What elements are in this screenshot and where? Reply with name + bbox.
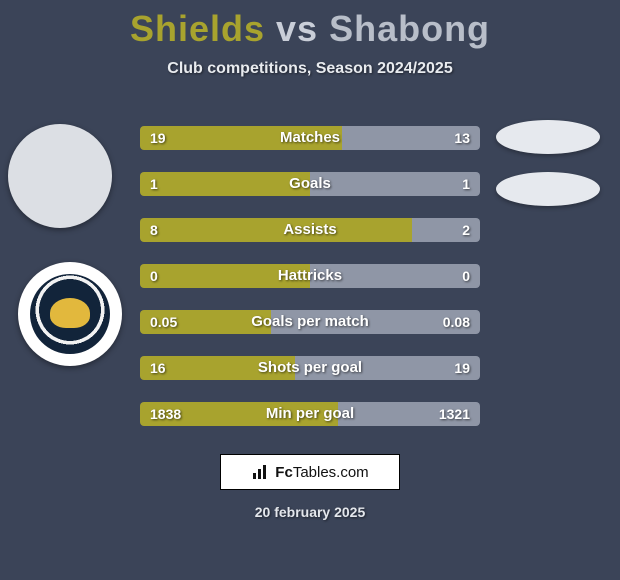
stat-bar-right (338, 402, 480, 426)
subtitle: Club competitions, Season 2024/2025 (0, 60, 620, 78)
comparison-title: Shields vs Shabong (0, 0, 620, 50)
stat-bar-left (140, 172, 310, 196)
stat-bar-left (140, 402, 338, 426)
brand-prefix: Fc (275, 464, 293, 481)
stat-row: 82Assists (140, 218, 480, 242)
stat-bar-right (295, 356, 480, 380)
stat-row: 1619Shots per goal (140, 356, 480, 380)
player2-name: Shabong (329, 8, 490, 49)
stat-row: 00Hattricks (140, 264, 480, 288)
stat-row: 1913Matches (140, 126, 480, 150)
stat-bar-right (412, 218, 480, 242)
date-text: 20 february 2025 (0, 504, 620, 520)
stat-row: 0.050.08Goals per match (140, 310, 480, 334)
stat-row: 18381321Min per goal (140, 402, 480, 426)
player2-club-ellipse (496, 172, 600, 206)
player1-name: Shields (130, 8, 265, 49)
player2-club-crest (30, 274, 110, 354)
stat-bar-left (140, 264, 310, 288)
stat-bar-left (140, 126, 342, 150)
player2-avatar (18, 262, 122, 366)
brand-rest: Tables.com (293, 464, 369, 481)
stat-bar-right (271, 310, 480, 334)
chart-icon (251, 463, 269, 481)
stat-row: 11Goals (140, 172, 480, 196)
player1-club-ellipse (496, 120, 600, 154)
stat-bar-right (310, 264, 480, 288)
player1-avatar (8, 124, 112, 228)
stats-bar-chart: 1913Matches 11Goals 82Assists 00Hattricks 0.… (140, 126, 480, 448)
stat-bar-left (140, 310, 271, 334)
stat-bar-left (140, 218, 412, 242)
stat-bar-right (310, 172, 480, 196)
brand-badge[interactable]: FcTables.com (220, 454, 400, 490)
stat-bar-left (140, 356, 295, 380)
vs-text: vs (276, 8, 318, 49)
stat-bar-right (342, 126, 480, 150)
